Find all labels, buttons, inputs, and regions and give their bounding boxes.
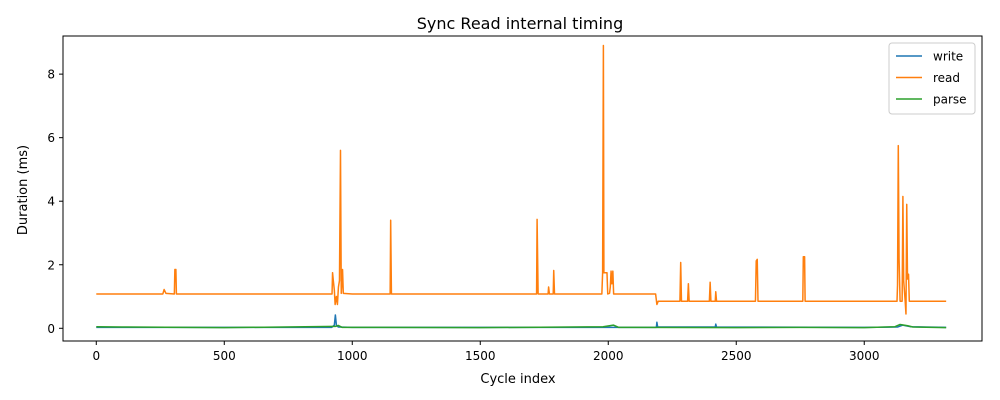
x-tick-label: 1000 [337, 349, 368, 363]
x-tick-label: 3000 [849, 349, 880, 363]
x-tick-label: 2000 [593, 349, 624, 363]
x-tick-label: 0 [92, 349, 100, 363]
legend-box [888, 42, 976, 115]
y-tick-label: 8 [47, 68, 55, 82]
chart-title: Sync Read internal timing [417, 14, 623, 33]
x-axis-label: Cycle index [480, 372, 556, 387]
legend: write read parse [888, 42, 976, 115]
x-tick-label: 2500 [721, 349, 752, 363]
x-axis: 0 500 1000 1500 2000 2500 3000 [92, 341, 880, 363]
series-line-write [96, 314, 947, 329]
legend-label-write: write [933, 50, 963, 64]
y-axis: 0 2 4 6 8 [47, 68, 63, 336]
series-line-parse [96, 323, 947, 329]
y-tick-label: 2 [47, 258, 55, 272]
legend-label-read: read [933, 71, 960, 85]
plot-frame [62, 35, 983, 342]
series-layer [96, 44, 947, 329]
y-tick-label: 6 [47, 131, 55, 145]
y-tick-label: 0 [47, 322, 55, 336]
x-tick-label: 1500 [465, 349, 496, 363]
legend-label-parse: parse [933, 93, 967, 107]
series-line-read [96, 44, 947, 315]
y-axis-label: Duration (ms) [16, 145, 31, 235]
x-tick-label: 500 [213, 349, 236, 363]
y-tick-label: 4 [47, 195, 55, 209]
